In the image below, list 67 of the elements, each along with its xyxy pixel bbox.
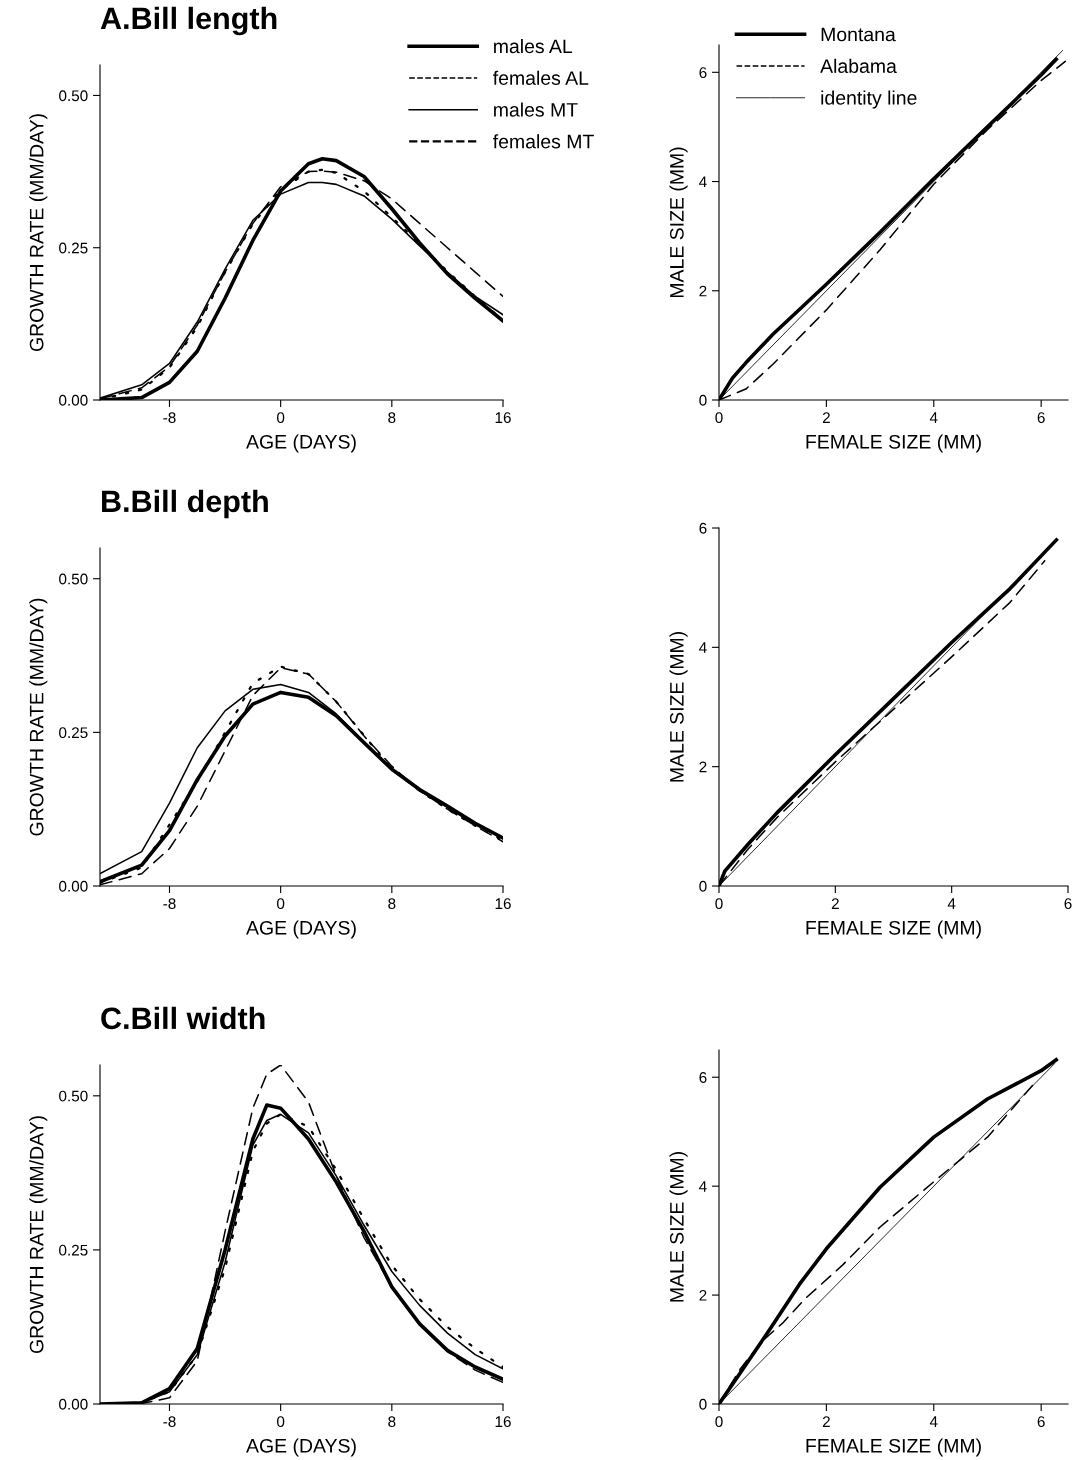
x-tick-label: 4 — [929, 1416, 938, 1427]
x-axis-title: FEMALE SIZE (MM) — [806, 434, 981, 453]
chart-title: A.Bill length — [100, 6, 277, 36]
legend-label: identity line — [821, 90, 917, 109]
x-axis-title: AGE (DAYS) — [246, 434, 356, 453]
x-tick-label: 0 — [715, 412, 723, 424]
y-axis-title: GROWTH RATE (MM/DAY) — [29, 598, 48, 836]
x-tick-label: -8 — [163, 1416, 176, 1428]
x-tick-label: 0 — [277, 1416, 285, 1428]
y-axis-title: GROWTH RATE (MM/DAY) — [29, 114, 48, 352]
y-tick-label: 0.00 — [59, 394, 88, 406]
x-tick-label: 16 — [495, 898, 511, 910]
x-tick-label: 8 — [388, 1416, 396, 1428]
y-tick-label: 4 — [699, 642, 707, 653]
y-tick-label: 2 — [699, 761, 707, 773]
x-tick-label: 2 — [822, 412, 830, 423]
y-tick-label: 6 — [699, 522, 707, 534]
y-tick-label: 0 — [699, 1398, 707, 1410]
y-tick-label: 2 — [699, 1289, 707, 1301]
x-tick-label: 16 — [495, 1416, 511, 1428]
y-axis-title: MALE SIZE (MM) — [669, 147, 688, 298]
y-tick-label: 4 — [699, 176, 707, 188]
y-tick-label: 0 — [699, 880, 707, 892]
y-tick-label: 0.50 — [59, 573, 88, 585]
legend-label: females MT — [493, 134, 594, 149]
y-tick-label: 6 — [699, 1072, 707, 1083]
y-axis-title: MALE SIZE (MM) — [669, 632, 688, 782]
x-tick-label: 0 — [277, 412, 285, 424]
x-tick-label: 4 — [929, 412, 938, 423]
x-axis-title: AGE (DAYS) — [246, 920, 356, 939]
legend-label: Alabama — [820, 58, 897, 74]
y-tick-label: 0.00 — [59, 1398, 88, 1410]
chart-title: B.Bill depth — [102, 489, 268, 519]
x-tick-label: 6 — [1037, 412, 1045, 424]
x-axis-title: FEMALE SIZE (MM) — [806, 920, 981, 939]
y-tick-label: 0.25 — [59, 242, 88, 254]
y-tick-label: 0.50 — [59, 1090, 88, 1102]
legend-label: Montana — [821, 27, 896, 42]
x-tick-label: 0 — [715, 1416, 723, 1428]
y-axis-title: GROWTH RATE (MM/DAY) — [29, 1116, 48, 1354]
legend-label: males MT — [494, 102, 578, 117]
x-tick-label: 2 — [822, 1416, 830, 1427]
x-tick-label: -8 — [163, 412, 176, 424]
chart-title: C.Bill width — [101, 1006, 265, 1030]
y-tick-label: 0.25 — [59, 1244, 88, 1256]
x-tick-label: 16 — [495, 412, 511, 424]
y-tick-label: 4 — [699, 1181, 707, 1192]
y-tick-label: 2 — [699, 285, 707, 297]
x-tick-label: -8 — [163, 898, 176, 910]
x-axis-title: FEMALE SIZE (MM) — [806, 1438, 981, 1457]
x-tick-label: 6 — [1037, 1416, 1045, 1428]
y-axis-title: MALE SIZE (MM) — [669, 1152, 688, 1302]
y-tick-label: 0.00 — [59, 880, 88, 892]
legend-label: males AL — [494, 38, 573, 54]
y-tick-label: 0.50 — [59, 90, 88, 102]
x-tick-label: 0 — [277, 898, 285, 910]
x-axis-title: AGE (DAYS) — [246, 1438, 356, 1457]
x-tick-label: 0 — [715, 898, 723, 910]
legend-label: females AL — [493, 70, 589, 85]
x-tick-label: 4 — [947, 898, 956, 909]
x-tick-label: 6 — [1064, 898, 1072, 910]
x-tick-label: 8 — [388, 412, 396, 424]
y-tick-label: 0.25 — [59, 727, 88, 739]
y-tick-label: 0 — [699, 394, 707, 406]
x-tick-label: 8 — [388, 898, 396, 910]
x-tick-label: 2 — [831, 898, 839, 909]
y-tick-label: 6 — [699, 67, 707, 78]
